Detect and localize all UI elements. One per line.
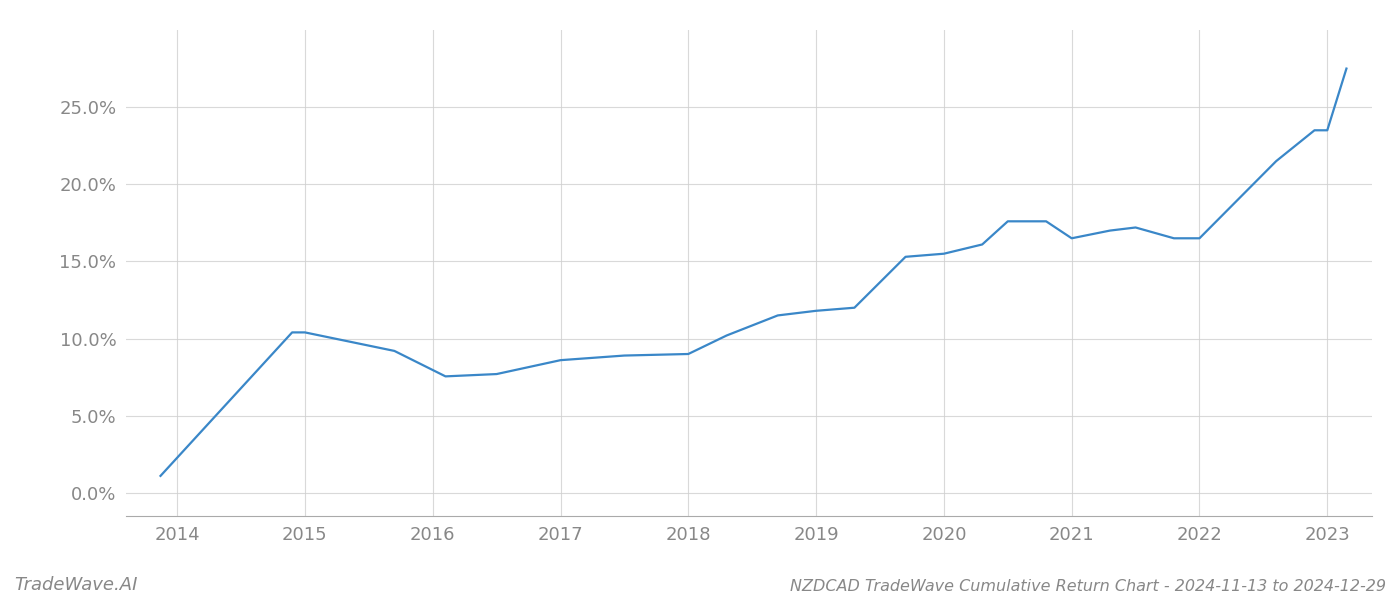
Text: TradeWave.AI: TradeWave.AI — [14, 576, 137, 594]
Text: NZDCAD TradeWave Cumulative Return Chart - 2024-11-13 to 2024-12-29: NZDCAD TradeWave Cumulative Return Chart… — [790, 579, 1386, 594]
